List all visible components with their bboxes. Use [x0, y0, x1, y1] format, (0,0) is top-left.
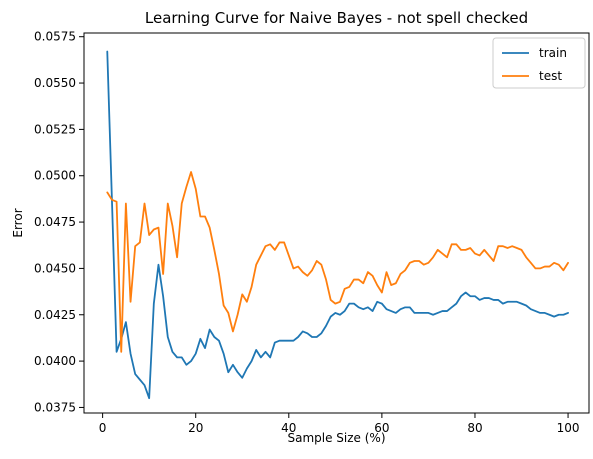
- legend-label-train: train: [539, 46, 567, 60]
- y-tick-label: 0.0425: [34, 308, 76, 322]
- x-tick-label: 100: [557, 421, 580, 435]
- plot-frame: [83, 32, 590, 414]
- x-axis-ticks: 0 20 40 60 80 100: [99, 413, 580, 435]
- chart-title: Learning Curve for Naive Bayes - not spe…: [145, 9, 528, 27]
- x-tick-label: 60: [374, 421, 389, 435]
- y-axis-ticks: 0.0375 0.0400 0.0425 0.0450 0.0475 0.0500 0.05…: [34, 30, 84, 414]
- x-tick-label: 80: [467, 421, 482, 435]
- x-tick-label: 0: [99, 421, 107, 435]
- series-line-test: [106, 171, 569, 353]
- y-tick-label: 0.0550: [34, 76, 76, 90]
- legend: train test: [492, 37, 586, 89]
- x-tick-label: 20: [188, 421, 203, 435]
- y-axis-label: Error: [11, 208, 25, 237]
- y-tick-label: 0.0525: [34, 122, 76, 136]
- y-tick-label: 0.0400: [34, 354, 76, 368]
- x-tick-label: 40: [281, 421, 296, 435]
- y-tick-label: 0.0500: [34, 169, 76, 183]
- legend-items: train test: [502, 46, 567, 83]
- y-tick-label: 0.0575: [34, 30, 76, 44]
- series-lines: [106, 50, 569, 400]
- x-axis-label: Sample Size (%): [287, 431, 385, 445]
- series-line-train: [106, 50, 569, 400]
- y-tick-label: 0.0375: [34, 400, 76, 414]
- y-tick-label: 0.0475: [34, 215, 76, 229]
- y-tick-label: 0.0450: [34, 261, 76, 275]
- plot-area: [83, 32, 590, 414]
- legend-label-test: test: [539, 69, 562, 83]
